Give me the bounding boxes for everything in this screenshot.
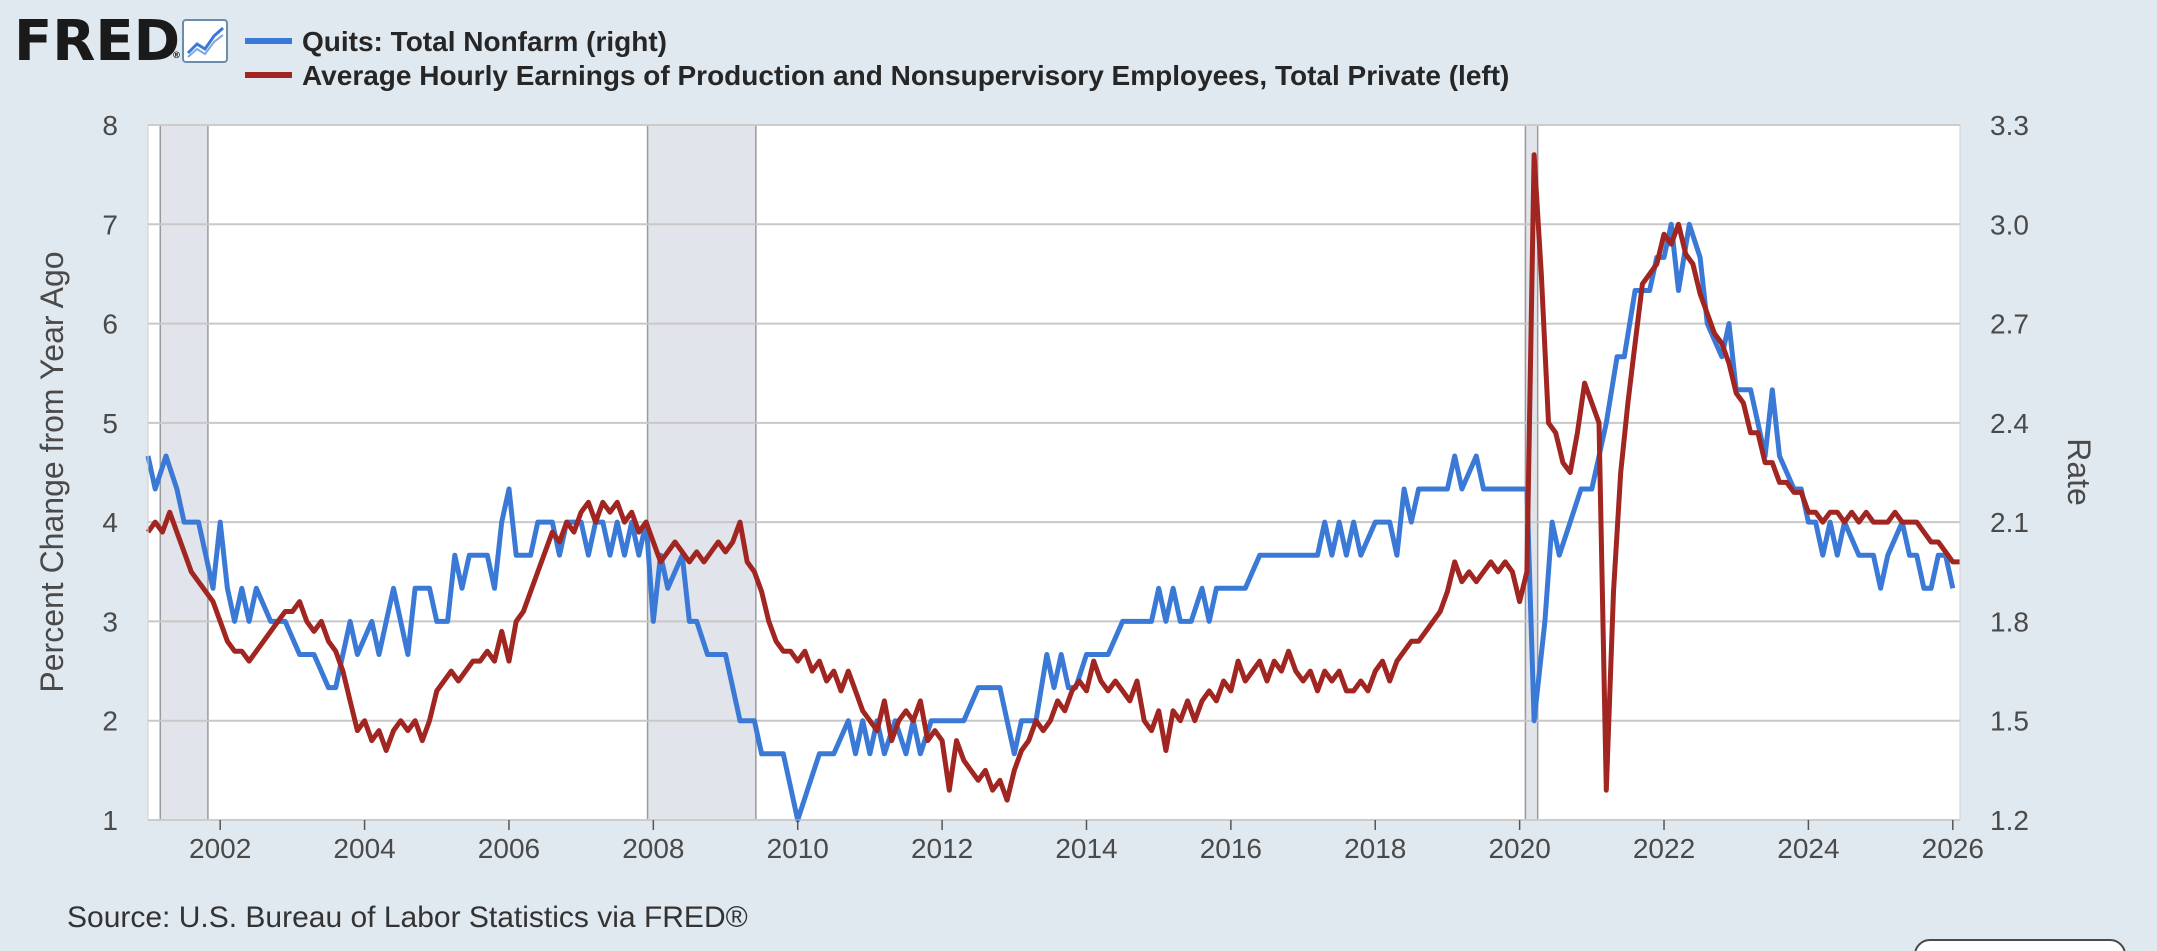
left-tick-label: 4	[102, 507, 118, 538]
right-tick-label: 1.2	[1990, 805, 2029, 836]
source-note: Source: U.S. Bureau of Labor Statistics …	[67, 901, 748, 934]
x-tick-label: 2026	[1922, 833, 1984, 864]
left-tick-label: 1	[102, 805, 118, 836]
x-tick-label: 2018	[1344, 833, 1406, 864]
x-tick-label: 2010	[767, 833, 829, 864]
legend-label-earnings: Average Hourly Earnings of Production an…	[302, 60, 1509, 91]
right-tick-label: 3.0	[1990, 209, 2029, 240]
recession-band	[1525, 125, 1538, 820]
right-axis-ticks: 1.2 1.5 1.8 2.1 2.4 2.7 3.0 3.3	[1990, 110, 2029, 836]
right-axis-title: Rate	[2061, 438, 2097, 506]
left-tick-label: 6	[102, 309, 118, 340]
right-tick-label: 2.4	[1990, 408, 2029, 439]
line-chart-icon	[182, 19, 228, 63]
x-tick-label: 2008	[622, 833, 684, 864]
recession-shading	[159, 125, 1539, 820]
x-axis-ticks: 2002 2004 2006 2008 2010 2012 2014 2016 2018 2020…	[189, 820, 1984, 864]
x-tick-label: 2002	[189, 833, 251, 864]
svg-text:®: ®	[172, 51, 181, 61]
series-line-earnings	[145, 152, 1960, 803]
left-axis-title: Percent Change from Year Ago	[34, 251, 70, 692]
x-tick-label: 2014	[1055, 833, 1117, 864]
right-tick-label: 2.1	[1990, 507, 2029, 538]
left-tick-label: 7	[102, 209, 118, 240]
left-axis-ticks: 1 2 3 4 5 6 7 8	[102, 110, 118, 836]
x-tick-label: 2012	[911, 833, 973, 864]
right-tick-label: 3.3	[1990, 110, 2029, 141]
x-tick-label: 2024	[1777, 833, 1839, 864]
right-tick-label: 2.7	[1990, 309, 2029, 340]
x-tick-label: 2004	[333, 833, 395, 864]
left-tick-label: 8	[102, 110, 118, 141]
fred-logo-text: FRED	[14, 9, 180, 74]
right-tick-label: 1.8	[1990, 606, 2029, 637]
x-tick-label: 2020	[1488, 833, 1550, 864]
x-tick-label: 2022	[1633, 833, 1695, 864]
fred-logo[interactable]: FRED ®	[14, 9, 228, 74]
x-tick-label: 2016	[1200, 833, 1262, 864]
series-lines	[145, 152, 1960, 823]
recession-band	[160, 125, 208, 820]
plot-border	[147, 124, 1961, 821]
left-tick-label: 3	[102, 606, 118, 637]
legend: Quits: Total Nonfarm (right) Average Hou…	[245, 26, 1509, 91]
series-line-quits	[145, 221, 1956, 823]
corner-button[interactable]	[1914, 939, 2126, 951]
left-tick-label: 5	[102, 408, 118, 439]
x-tick-label: 2006	[478, 833, 540, 864]
left-tick-label: 2	[102, 706, 118, 737]
right-tick-label: 1.5	[1990, 706, 2029, 737]
legend-label-quits: Quits: Total Nonfarm (right)	[302, 26, 667, 57]
